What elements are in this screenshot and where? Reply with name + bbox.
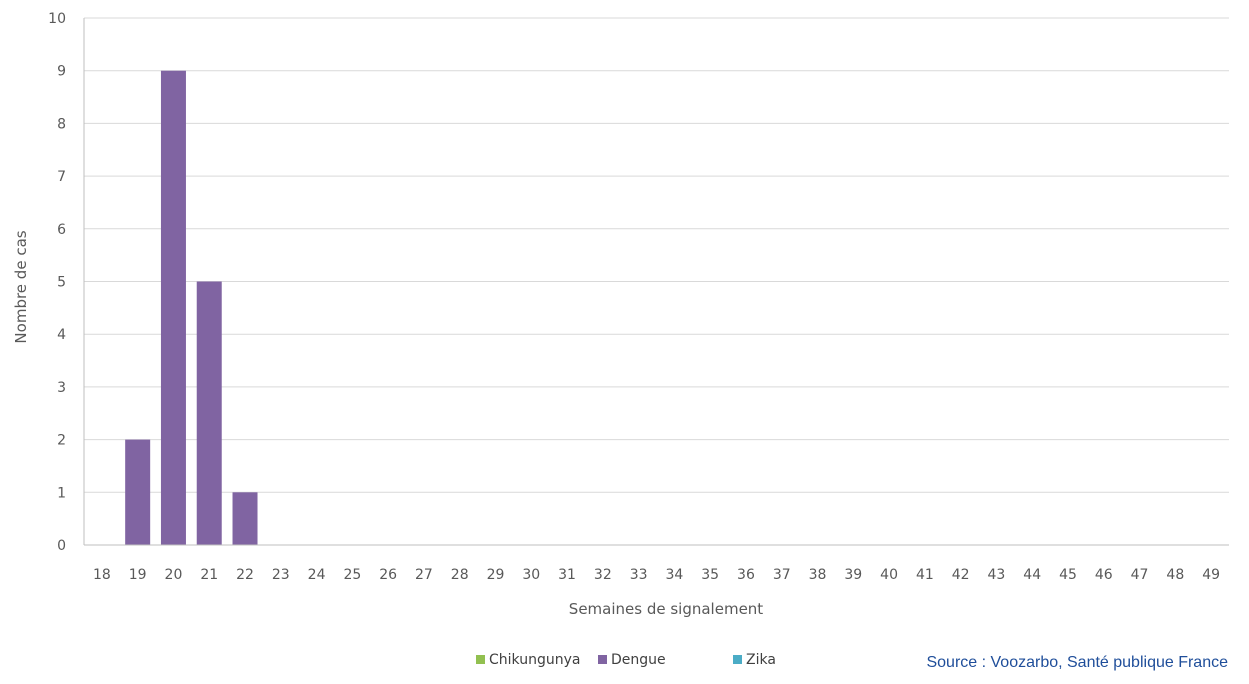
x-tick-label: 22 (236, 567, 254, 583)
x-tick-label: 30 (522, 567, 540, 583)
y-tick-label: 9 (57, 64, 66, 80)
y-tick-label: 7 (57, 169, 66, 185)
legend-swatch-zika (733, 655, 742, 664)
legend-swatch-dengue (598, 655, 607, 664)
x-tick-label: 32 (594, 567, 612, 583)
x-tick-label: 19 (129, 567, 147, 583)
x-tick-label: 33 (630, 567, 648, 583)
y-tick-label: 1 (57, 485, 66, 501)
x-tick-label: 37 (773, 567, 791, 583)
y-tick-label: 10 (48, 11, 66, 27)
legend-label-zika: Zika (746, 652, 776, 668)
legend: Chikungunya Dengue Zika (476, 652, 776, 668)
bar-dengue-20 (160, 70, 186, 545)
x-tick-label: 36 (737, 567, 755, 583)
y-axis-title: Nombre de cas (12, 230, 30, 343)
x-tick-label: 39 (844, 567, 862, 583)
x-tick-label: 18 (93, 567, 111, 583)
x-tick-label: 42 (952, 567, 970, 583)
x-tick-label: 46 (1095, 567, 1113, 583)
x-tick-label: 48 (1166, 567, 1184, 583)
y-tick-labels: 0 1 2 3 4 5 6 7 8 9 10 (48, 11, 66, 554)
y-tick-label: 8 (57, 116, 66, 132)
bars (125, 70, 258, 545)
x-tick-label: 47 (1131, 567, 1149, 583)
legend-label-chikungunya: Chikungunya (489, 652, 580, 668)
bar-dengue-22 (232, 492, 258, 545)
x-tick-label: 38 (809, 567, 827, 583)
gridlines (84, 17, 1229, 493)
x-tick-label: 26 (379, 567, 397, 583)
x-tick-label: 28 (451, 567, 469, 583)
x-tick-label: 24 (308, 567, 326, 583)
x-tick-label: 45 (1059, 567, 1077, 583)
y-tick-label: 5 (57, 275, 66, 291)
x-tick-label: 31 (558, 567, 576, 583)
y-tick-label: 2 (57, 433, 66, 449)
x-tick-label: 40 (880, 567, 898, 583)
legend-label-dengue: Dengue (611, 652, 666, 668)
x-tick-labels: 18 19 20 21 22 23 24 25 26 27 28 29 30 31 32 33 34 35 36 37… (93, 567, 1220, 583)
x-tick-label: 27 (415, 567, 433, 583)
bar-dengue-19 (125, 439, 151, 545)
x-tick-label: 20 (165, 567, 183, 583)
x-axis-title: Semaines de signalement (569, 600, 764, 618)
bar-dengue-21 (196, 281, 222, 545)
x-tick-label: 25 (343, 567, 361, 583)
y-tick-label: 3 (57, 380, 66, 396)
axes (83, 18, 1229, 546)
x-tick-label: 43 (988, 567, 1006, 583)
x-tick-label: 21 (200, 567, 218, 583)
x-tick-label: 34 (665, 567, 683, 583)
x-tick-label: 35 (701, 567, 719, 583)
y-tick-label: 6 (57, 222, 66, 238)
x-tick-label: 41 (916, 567, 934, 583)
source-note: Source : Voozarbo, Santé publique France (926, 654, 1228, 671)
x-tick-label: 44 (1023, 567, 1041, 583)
x-tick-label: 49 (1202, 567, 1220, 583)
y-tick-label: 4 (57, 327, 66, 343)
y-tick-label: 0 (57, 538, 66, 554)
legend-swatch-chikungunya (476, 655, 485, 664)
x-tick-label: 29 (487, 567, 505, 583)
x-tick-label: 23 (272, 567, 290, 583)
